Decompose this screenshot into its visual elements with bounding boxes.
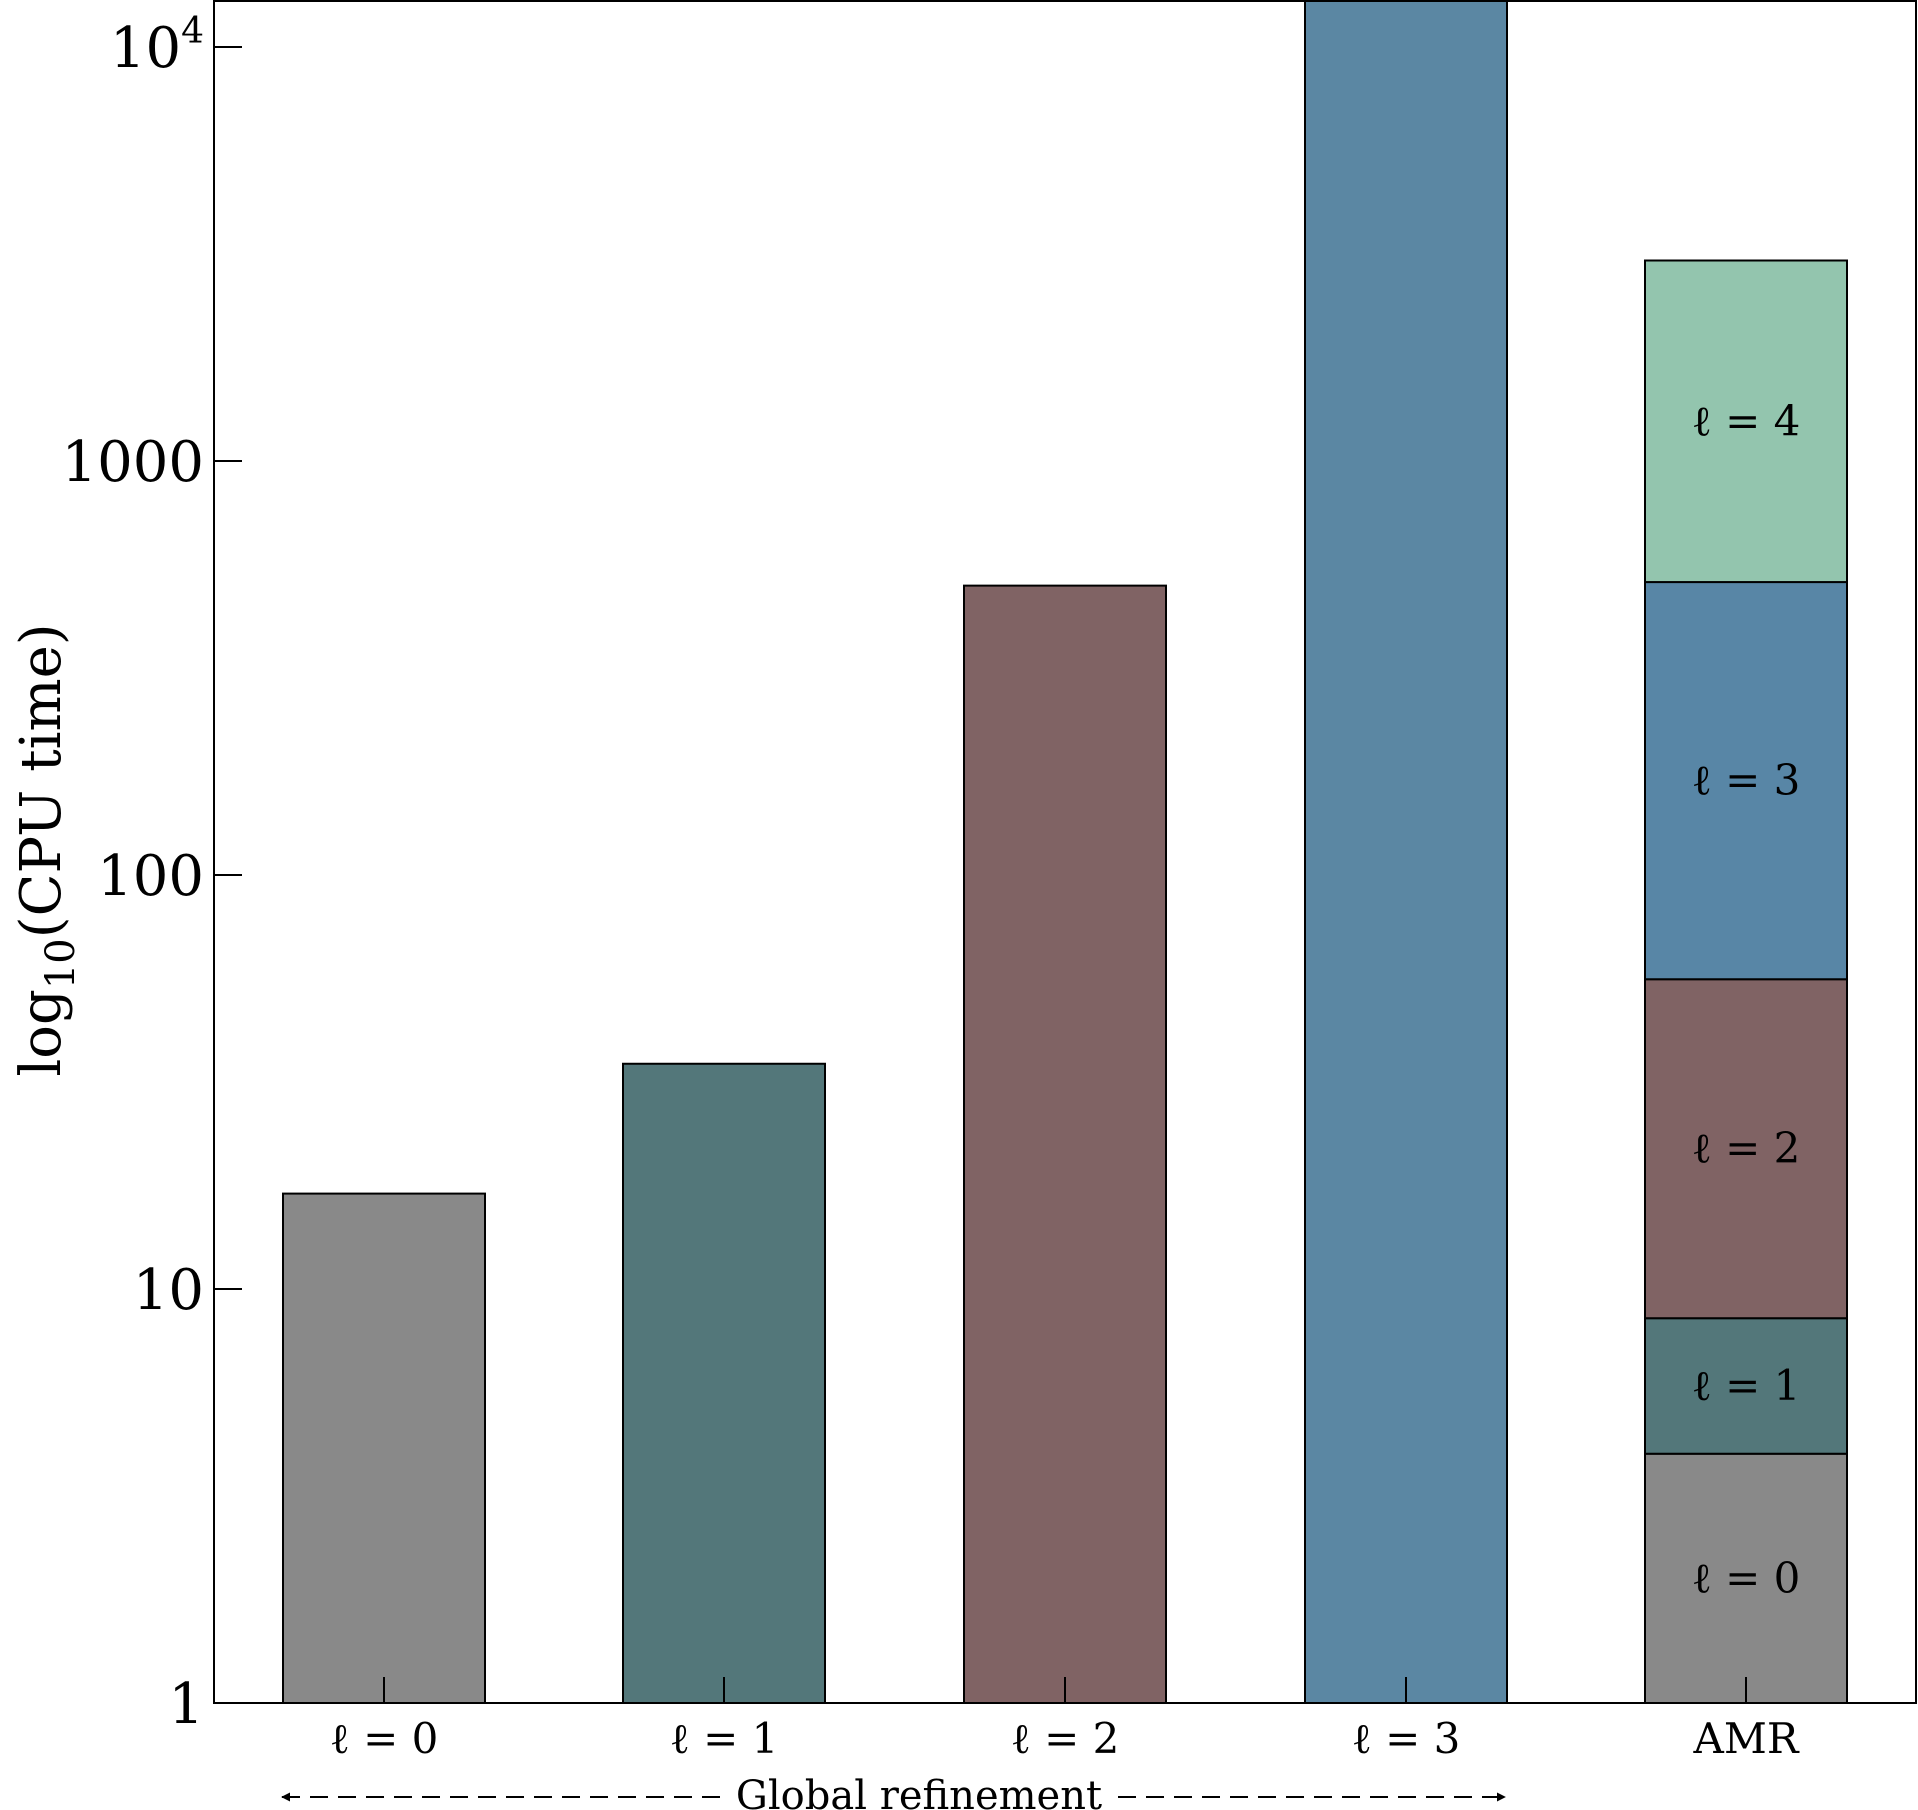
bar-2 [622,1062,826,1704]
x-tick-label-3: ℓ = 3 [1352,1714,1461,1763]
y-tick-label-0: 1 [168,1672,204,1737]
amr-segment-1 [1644,1317,1848,1455]
bar-4 [1304,0,1508,1704]
bars-layer [282,0,1848,1705]
y-axis-title-subscript: 10 [38,938,84,989]
amr-segment-label-3: ℓ = 3 [1692,756,1801,805]
global-refinement-annotation: Global refinement [281,1773,1506,1810]
x-axis: ℓ = 0 ℓ = 1 ℓ = 2 ℓ = 3 AMR [330,1677,1800,1763]
amr-segment-label-4: ℓ = 4 [1692,396,1801,445]
y-axis-title-log: log [9,989,74,1076]
x-tick-label-2: ℓ = 2 [1011,1714,1120,1763]
amr-segment-3 [1644,581,1848,981]
y-tick-label-3: 1000 [61,430,204,495]
y-axis-title-rest: (CPU time) [9,623,74,938]
y-tick-label-1: 10 [133,1258,204,1323]
x-tick-label-1: ℓ = 1 [670,1714,779,1763]
amr-segment-label-2: ℓ = 2 [1692,1124,1801,1173]
amr-segment-label-0: ℓ = 0 [1692,1553,1801,1602]
x-tick-label-0: ℓ = 0 [330,1714,439,1763]
amr-segment-4 [1644,259,1848,584]
y-tick-label-4: 104 [110,11,204,81]
x-tick-label-4: AMR [1693,1714,1800,1763]
y-axis: 1 10 100 1000 104 [61,11,242,1737]
span-label: Global refinement [736,1773,1102,1810]
bar-1 [282,1192,486,1704]
bar-3 [963,584,1167,1704]
y-tick-label-2: 100 [97,844,204,909]
amr-segment-label-1: ℓ = 1 [1692,1361,1801,1410]
segment-labels-layer: ℓ = 0 ℓ = 1 ℓ = 2 ℓ = 3 ℓ = 4 [1692,396,1801,1602]
amr-segment-2 [1644,978,1848,1320]
y-axis-title: log10(CPU time) [9,623,84,1076]
